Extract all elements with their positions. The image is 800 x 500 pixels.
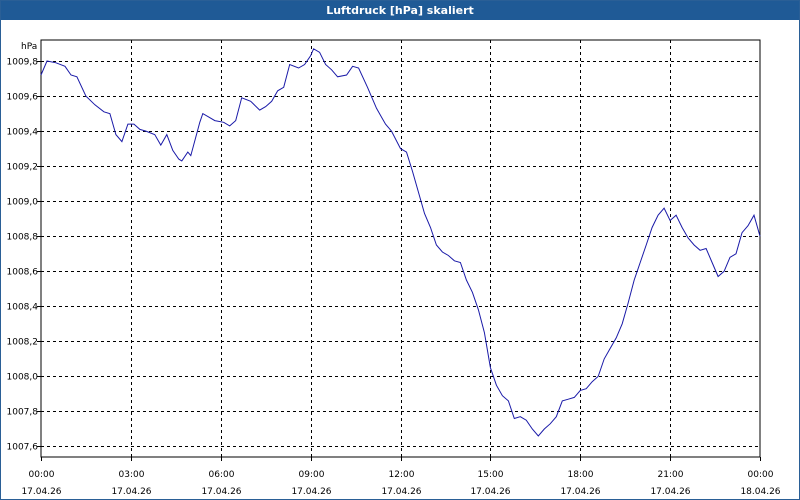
x-tick-time-label: 12:00	[389, 470, 415, 480]
y-tick-label: 1009,0	[7, 198, 39, 208]
x-tick-time-label: 18:00	[568, 470, 594, 480]
y-tick-label: 1009,2	[7, 163, 39, 173]
x-tick-date-label: 17.04.26	[21, 487, 61, 497]
y-axis-label: hPa	[21, 42, 37, 52]
y-tick-label: 1009,4	[7, 128, 39, 138]
plot-frame	[40, 39, 761, 458]
x-tick-time-label: 06:00	[209, 470, 235, 480]
x-tick-time-label: 00:00	[748, 470, 774, 480]
y-tick-label: 1008,6	[7, 268, 39, 278]
series	[40, 48, 761, 437]
x-tick-date-label: 17.04.26	[381, 487, 421, 497]
x-tick-date-label: 17.04.26	[111, 487, 151, 497]
y-tick-label: 1008,4	[7, 303, 39, 313]
x-tick-date-label: 17.04.26	[470, 487, 510, 497]
y-tick-label: 1007,6	[7, 443, 39, 453]
x-tick-time-label: 15:00	[478, 470, 504, 480]
tick-labels: 1007,6 1007,8 1008,0 1008,2 1008,4 1008,6 1008…	[7, 58, 781, 498]
x-tick-time-label: 09:00	[299, 470, 325, 480]
y-tick-label: 1007,8	[7, 408, 39, 418]
grid	[41, 40, 760, 457]
x-tick-date-label: 18.04.26	[740, 487, 780, 497]
y-tick-label: 1008,0	[7, 373, 39, 383]
x-tick-date-label: 17.04.26	[650, 487, 690, 497]
y-tick-label: 1009,6	[7, 93, 39, 103]
x-tick-time-label: 00:00	[29, 470, 55, 480]
y-tick-label: 1008,2	[7, 338, 39, 348]
y-tick-label: 1008,8	[7, 233, 39, 243]
x-tick-time-label: 21:00	[658, 470, 684, 480]
window-title: Luftdruck [hPa] skaliert	[1, 1, 799, 20]
pressure-series-line	[40, 48, 761, 437]
x-tick-date-label: 17.04.26	[201, 487, 241, 497]
x-tick-time-label: 03:00	[119, 470, 145, 480]
x-tick-date-label: 17.04.26	[560, 487, 600, 497]
y-tick-label: 1009,8	[7, 58, 39, 68]
x-tick-date-label: 17.04.26	[291, 487, 331, 497]
axes: hPa	[21, 39, 761, 461]
